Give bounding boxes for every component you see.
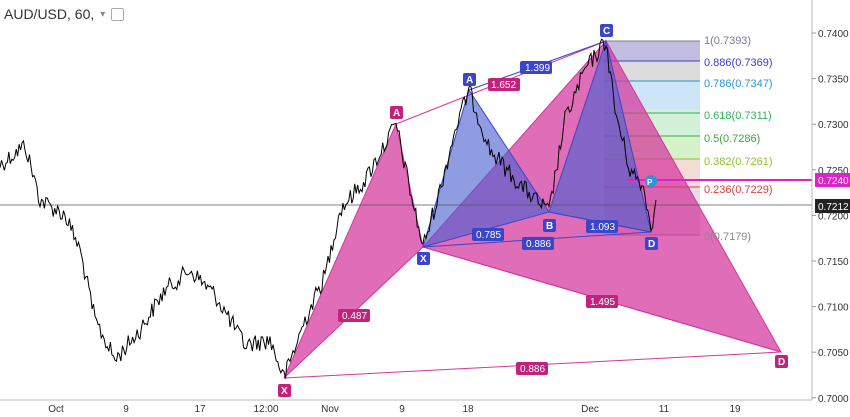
fib-level-label: 0.5(0.7286) <box>704 133 760 145</box>
x-tick-label: 18 <box>462 404 474 415</box>
y-tick-label: 0.7250 <box>818 166 849 177</box>
y-tick-label: 0.7150 <box>818 257 849 268</box>
point-c-small: C <box>603 26 610 37</box>
y-tick-label: 0.7200 <box>818 211 849 222</box>
fib-band-0886 <box>604 61 700 81</box>
pattern-point-markers: X A D X A B C D P <box>278 24 788 397</box>
point-x-large: X <box>281 386 288 397</box>
point-b-small: B <box>546 221 553 232</box>
fib-level-label: 0.886(0.7369) <box>704 57 773 69</box>
x-tick-label: Dec <box>581 404 599 415</box>
symbol-title: AUD/USD, 60, <box>4 6 95 22</box>
ratio-label-1399: 1.399 <box>525 63 550 74</box>
x-tick-label: 11 <box>659 404 670 415</box>
x-tick-label: 9 <box>399 404 405 415</box>
price-tag-0724: 0.7240 <box>818 176 849 187</box>
x-tick-label: 17 <box>194 404 206 415</box>
chevron-down-icon[interactable]: ▾ <box>100 8 106 20</box>
y-tick-label: 0.7050 <box>818 348 849 359</box>
point-a-large: A <box>393 108 400 119</box>
price-tag-07212: 0.7212 <box>818 202 849 213</box>
price-tag-p-level: 0.7240 <box>815 173 850 187</box>
fib-level-label: 0.786(0.7347) <box>704 78 773 90</box>
ratio-label-0487: 0.487 <box>342 311 367 322</box>
x-tick-label: 19 <box>729 404 741 415</box>
price-tag-last: 0.7212 <box>815 199 850 213</box>
point-a-small: A <box>466 75 473 86</box>
ratio-labels: 1.652 1.399 0.785 0.886 1.093 0.487 1.49… <box>338 61 618 375</box>
y-tick-label: 0.7000 <box>818 394 849 405</box>
y-tick-label: 0.7300 <box>818 120 849 131</box>
fib-level-label: 0(0.7179) <box>704 231 751 243</box>
point-x-small: X <box>420 254 427 265</box>
x-tick-label: 12:00 <box>253 404 278 415</box>
ratio-label-1093: 1.093 <box>590 222 615 233</box>
y-tick-label: 0.7350 <box>818 75 849 86</box>
ratio-label-1495: 1.495 <box>590 297 615 308</box>
square-icon[interactable] <box>111 7 125 21</box>
fib-level-label: 0.618(0.7311) <box>704 110 772 122</box>
x-tick-label: Oct <box>48 404 64 415</box>
fib-band-1 <box>604 41 700 61</box>
point-d-small: D <box>648 239 655 250</box>
ratio-label-1652: 1.652 <box>491 80 516 91</box>
chart-header: AUD/USD, 60, ▾ <box>4 6 125 22</box>
fib-level-label: 1(0.7393) <box>704 35 751 47</box>
point-p: P <box>647 178 653 187</box>
price-series <box>0 38 657 379</box>
y-tick-label: 0.7400 <box>818 29 849 40</box>
point-d-large: D <box>778 357 785 368</box>
x-tick-label: Nov <box>321 404 339 415</box>
fib-level-label: 0.236(0.7229) <box>704 184 773 196</box>
ratio-label-0886-large: 0.886 <box>520 364 545 375</box>
y-tick-label: 0.7100 <box>818 303 849 314</box>
fib-level-label: 0.382(0.7261) <box>704 156 773 168</box>
ratio-label-0785: 0.785 <box>476 230 501 241</box>
x-tick-label: 9 <box>123 404 129 415</box>
triangle-xab-large <box>283 122 424 379</box>
ratio-label-0886-small: 0.886 <box>526 239 551 250</box>
